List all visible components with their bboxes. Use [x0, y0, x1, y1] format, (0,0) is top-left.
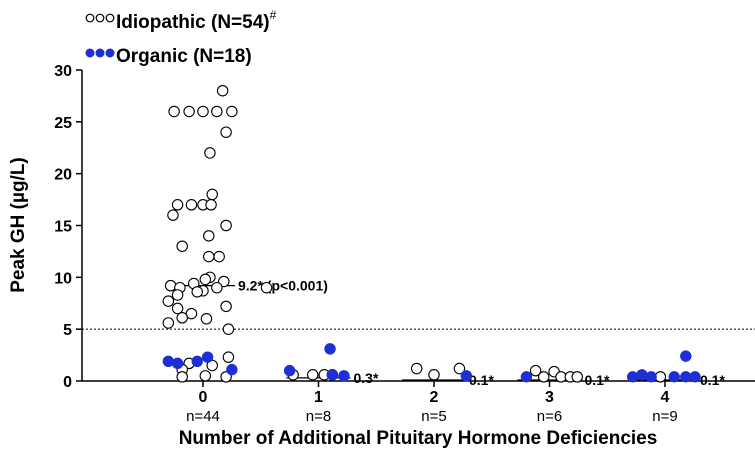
idiopathic-point	[176, 240, 188, 252]
y-tick-label: 10	[54, 270, 72, 287]
idiopathic-point	[183, 105, 195, 118]
y-tick-label: 25	[54, 115, 72, 132]
legend-filled-circle	[95, 48, 105, 58]
idiopathic-point	[213, 250, 225, 263]
y-tick-label: 30	[54, 63, 72, 80]
median-label: 0.1*	[585, 372, 610, 388]
data-points	[162, 84, 701, 383]
organic-point	[645, 371, 657, 383]
idiopathic-point	[306, 369, 319, 381]
y-tick-label: 15	[54, 219, 72, 236]
idiopathic-point	[571, 371, 583, 383]
organic-point	[201, 351, 214, 363]
idiopathic-point	[226, 105, 238, 118]
legend-filled-circle	[105, 48, 115, 58]
idiopathic-point	[162, 317, 175, 329]
idiopathic-point	[162, 295, 175, 307]
x-tick-label: 3	[545, 389, 554, 406]
x-axis-title: Number of Additional Pituitary Hormone D…	[179, 428, 658, 449]
legend-marker-idiopathic	[85, 13, 115, 23]
organic-point	[636, 369, 648, 381]
idiopathic-point	[205, 199, 217, 211]
legend-marker-organic	[85, 48, 115, 58]
idiopathic-point	[197, 105, 209, 118]
organic-point	[171, 357, 184, 370]
legend-open-circle	[95, 13, 105, 23]
median-label: 0.1*	[469, 372, 494, 388]
idiopathic-point	[203, 250, 215, 263]
median-lines: 9.2* (p<0.001) 0.3* 0.1* 0.1* 0.1*	[171, 278, 725, 388]
legend-label-organic: Organic (N=18)	[116, 46, 252, 67]
idiopathic-point	[220, 300, 232, 313]
group-count-label: n=8	[306, 408, 331, 425]
x-tick-label: 0	[199, 389, 208, 406]
legend-label-idiopathic: Idiopathic (N=54)#	[116, 8, 277, 33]
median-label: 0.3*	[354, 370, 379, 386]
idiopathic-point	[164, 279, 177, 292]
legend-open-circle	[85, 13, 95, 23]
idiopathic-point	[537, 371, 550, 383]
idiopathic-point	[220, 219, 232, 232]
x-tick-label: 2	[430, 389, 439, 406]
group-count-label: n=5	[421, 408, 446, 425]
organic-point	[162, 355, 175, 368]
organic-point	[191, 355, 203, 368]
legend: Idiopathic (N=54)# Organic (N=18)	[85, 8, 277, 67]
idiopathic-point	[211, 105, 223, 118]
idiopathic-point	[203, 230, 215, 242]
y-tick-label: 5	[63, 322, 72, 339]
organic-point	[460, 370, 473, 382]
organic-point	[668, 371, 680, 383]
idiopathic-point	[176, 312, 188, 324]
idiopathic-point	[185, 307, 198, 320]
idiopathic-point	[260, 281, 273, 294]
idiopathic-point	[204, 147, 216, 159]
y-axis-title: Peak GH (µg/L)	[8, 157, 29, 293]
idiopathic-point	[220, 126, 232, 138]
idiopathic-point	[206, 188, 218, 201]
group-count-label: n=9	[652, 408, 677, 425]
y-ticks: 0 5 10 15 20 25 30	[54, 63, 82, 391]
median-label: 0.1*	[700, 372, 725, 388]
idiopathic-point	[171, 302, 184, 315]
group-count-label: n=44	[186, 408, 220, 425]
idiopathic-point	[222, 351, 235, 363]
idiopathic-point	[453, 362, 466, 375]
idiopathic-point	[200, 313, 213, 325]
idiopathic-point	[222, 323, 235, 335]
y-tick-label: 0	[63, 374, 72, 391]
organic-point	[626, 371, 639, 383]
idiopathic-point	[199, 370, 212, 382]
y-tick-label: 20	[54, 167, 72, 184]
idiopathic-point	[191, 286, 203, 298]
idiopathic-point	[199, 273, 212, 286]
idiopathic-point	[176, 371, 188, 383]
idiopathic-point	[168, 105, 180, 118]
idiopathic-point	[167, 209, 179, 221]
x-tick-label: 4	[661, 389, 670, 406]
organic-point	[226, 363, 238, 376]
organic-point	[326, 369, 339, 381]
idiopathic-point	[428, 369, 440, 381]
organic-point	[689, 371, 701, 383]
idiopathic-point	[216, 84, 229, 97]
group-count-label: n=6	[537, 408, 562, 425]
idiopathic-point	[529, 364, 542, 377]
organic-point	[283, 364, 296, 377]
organic-point	[324, 343, 336, 355]
idiopathic-point	[410, 362, 423, 375]
legend-filled-circle	[85, 48, 95, 58]
organic-point	[680, 350, 692, 362]
idiopathic-point	[171, 199, 184, 211]
idiopathic-point	[211, 281, 223, 294]
x-ticks: 0 n=44 1 n=8 2 n=5 3 n=6 4 n=9	[186, 381, 678, 425]
idiopathic-point	[185, 199, 198, 211]
x-tick-label: 1	[314, 389, 323, 406]
idiopathic-point	[171, 289, 184, 301]
organic-point	[338, 370, 350, 382]
organic-point	[520, 371, 533, 383]
legend-open-circle	[105, 13, 115, 23]
median-label: 9.2* (p<0.001)	[238, 278, 328, 294]
